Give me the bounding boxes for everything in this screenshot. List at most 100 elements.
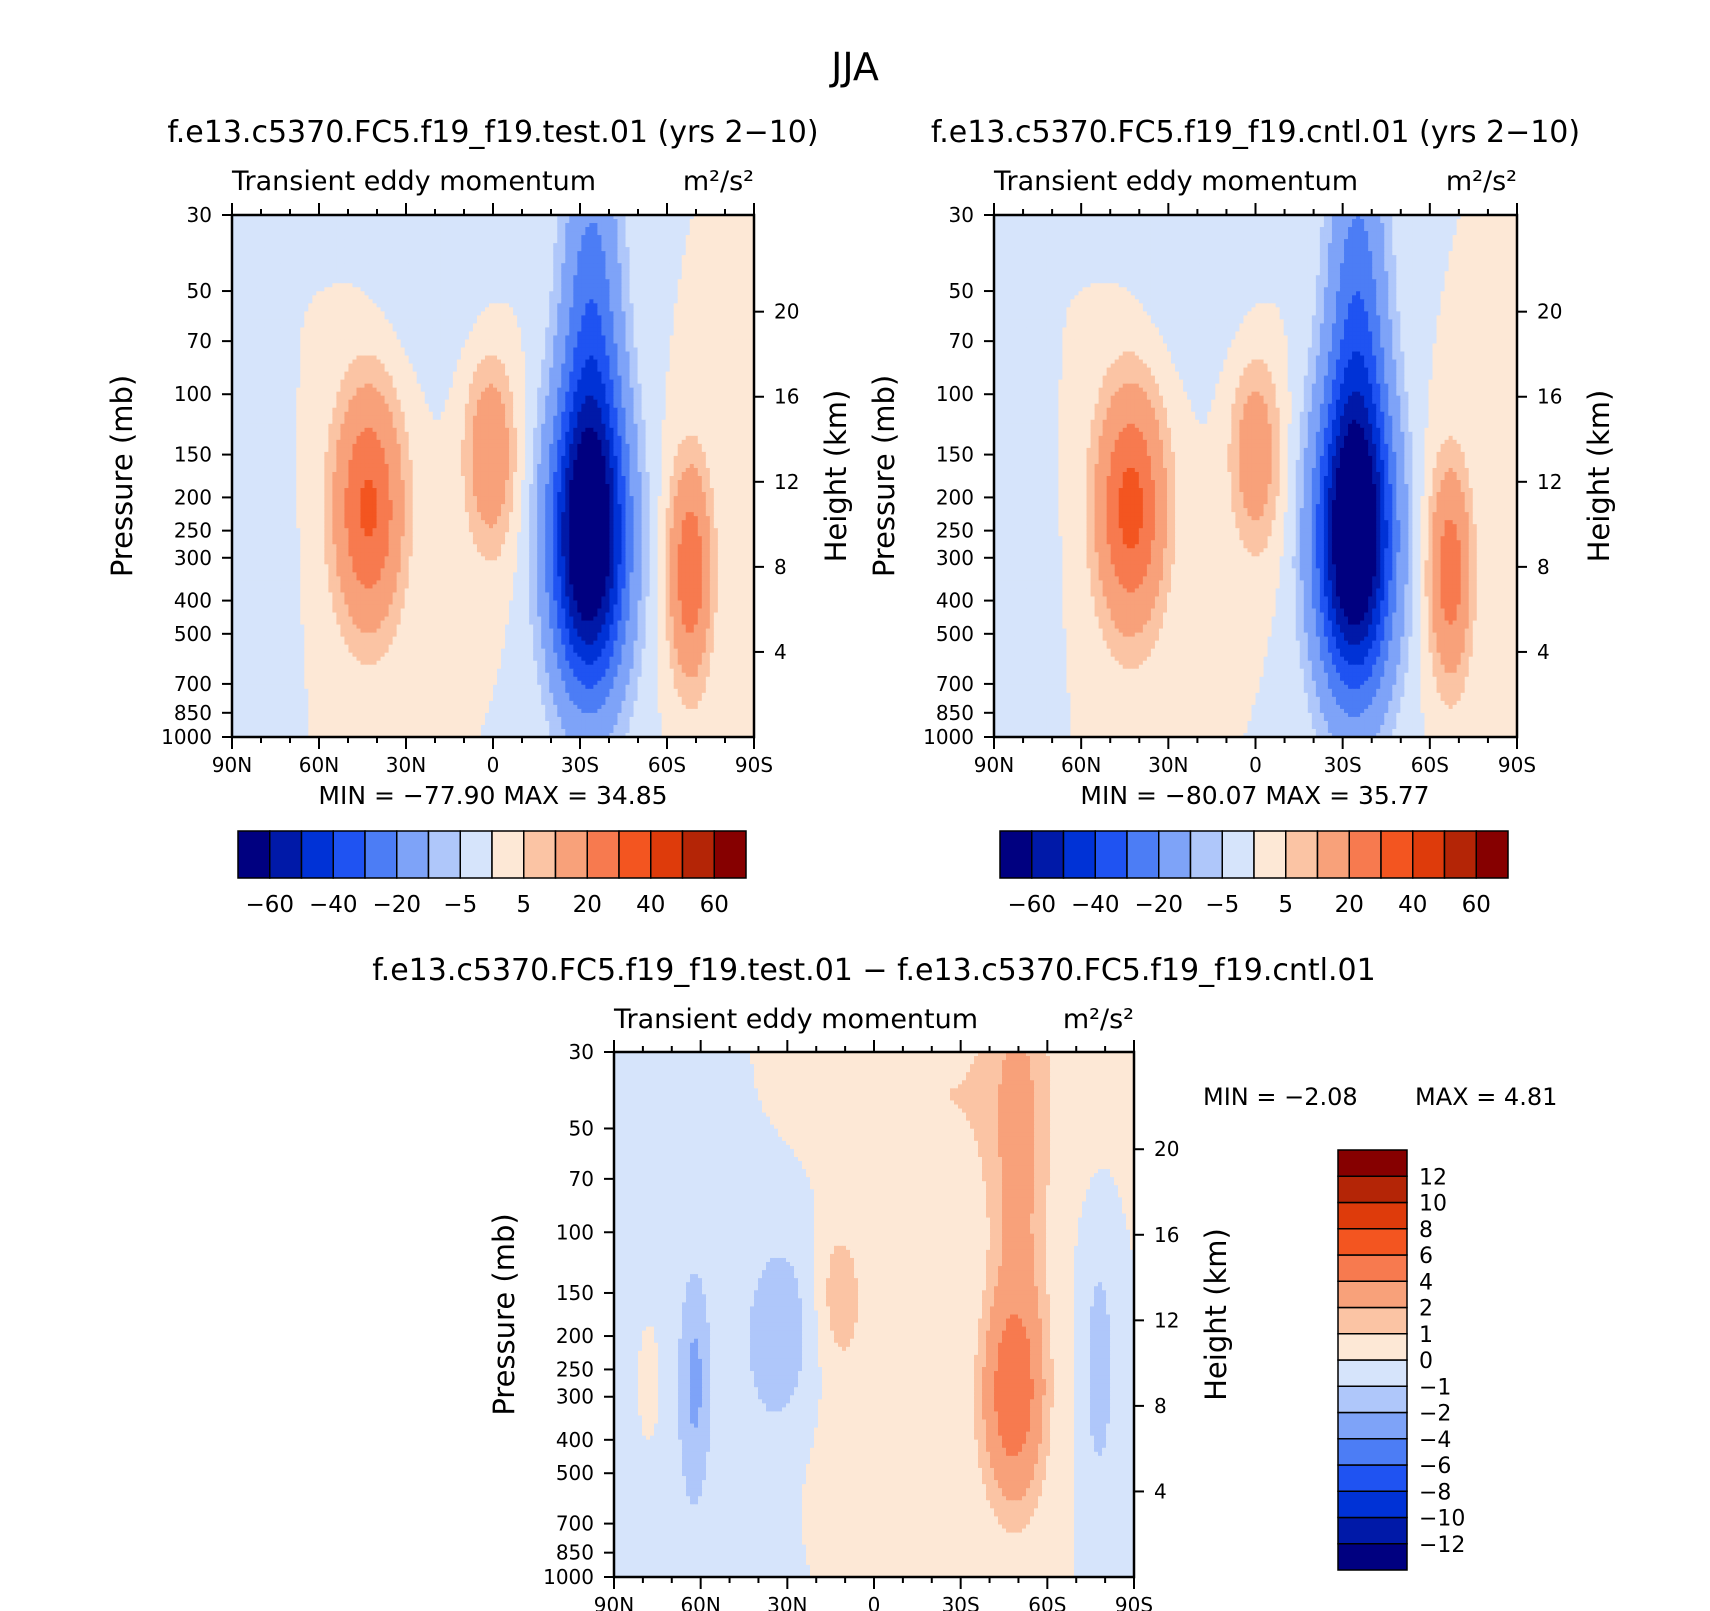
field-cell <box>565 247 570 252</box>
field-cell <box>717 251 723 256</box>
field-cell <box>625 267 631 272</box>
field-cell <box>484 243 490 248</box>
field-cell <box>721 311 727 316</box>
field-cell <box>581 303 586 308</box>
field-cell <box>300 331 305 337</box>
field-cell <box>264 319 269 325</box>
field-cell <box>320 223 325 228</box>
field-cell <box>316 359 321 365</box>
field-cell <box>292 283 297 288</box>
field-cell <box>488 291 494 296</box>
field-cell <box>613 231 619 236</box>
field-cell <box>549 263 554 268</box>
field-cell <box>264 307 269 312</box>
field-cell <box>709 343 715 349</box>
field-cell <box>565 271 570 276</box>
field-cell <box>372 287 378 292</box>
field-cell <box>673 215 679 220</box>
field-cell <box>637 239 643 244</box>
field-cell <box>501 331 506 337</box>
field-cell <box>284 303 289 308</box>
field-cell <box>637 251 643 256</box>
field-cell <box>673 319 679 325</box>
field-cell <box>693 215 699 220</box>
field-cell <box>729 291 735 296</box>
field-cell <box>296 335 301 341</box>
field-cell <box>356 335 362 341</box>
field-cell <box>368 247 374 252</box>
field-cell <box>352 355 358 361</box>
field-cell <box>661 259 667 264</box>
field-cell <box>661 359 667 365</box>
field-cell <box>320 235 325 240</box>
field-cell <box>372 331 378 337</box>
field-cell <box>717 243 723 248</box>
field-cell <box>364 291 370 296</box>
field-cell <box>613 267 619 272</box>
field-cell <box>240 307 245 312</box>
field-cell <box>400 303 406 308</box>
field-cell <box>244 215 249 220</box>
field-cell <box>472 291 478 296</box>
field-cell <box>392 303 398 308</box>
field-cell <box>296 279 301 284</box>
field-cell <box>717 271 723 276</box>
field-cell <box>248 347 253 353</box>
field-cell <box>488 275 494 280</box>
field-cell <box>617 263 623 268</box>
variable-label: Transient eddy momentum <box>231 166 596 197</box>
field-cell <box>545 275 550 280</box>
field-cell <box>705 299 711 304</box>
field-cell <box>368 215 374 220</box>
field-cell <box>709 231 715 236</box>
field-cell <box>348 271 354 276</box>
field-cell <box>589 227 594 232</box>
field-cell <box>456 271 462 276</box>
field-cell <box>256 299 261 304</box>
field-cell <box>645 363 651 369</box>
field-cell <box>332 215 337 220</box>
field-cell <box>312 243 317 248</box>
field-cell <box>597 319 603 325</box>
field-cell <box>392 243 398 248</box>
field-cell <box>677 235 683 240</box>
field-cell <box>581 335 586 341</box>
field-cell <box>308 291 313 296</box>
field-cell <box>388 355 394 361</box>
field-cell <box>561 343 566 349</box>
field-cell <box>280 287 285 292</box>
field-cell <box>613 327 619 333</box>
field-cell <box>629 339 635 345</box>
field-cell <box>637 295 643 300</box>
field-cell <box>316 363 321 369</box>
field-cell <box>625 355 631 361</box>
field-cell <box>396 343 402 349</box>
field-cell <box>424 271 430 276</box>
field-cell <box>232 323 237 329</box>
field-cell <box>741 243 747 248</box>
field-cell <box>312 235 317 240</box>
field-cell <box>304 295 309 300</box>
field-cell <box>468 255 474 260</box>
field-cell <box>476 319 482 325</box>
field-cell <box>420 251 426 256</box>
field-cell <box>601 235 607 240</box>
field-cell <box>501 235 506 240</box>
field-cell <box>476 271 482 276</box>
field-cell <box>416 323 422 329</box>
field-cell <box>460 275 466 280</box>
field-cell <box>464 279 470 284</box>
field-cell <box>525 315 530 320</box>
field-cell <box>348 327 354 333</box>
field-cell <box>292 315 297 320</box>
field-cell <box>316 251 321 256</box>
field-cell <box>360 331 366 337</box>
field-cell <box>376 239 382 244</box>
field-cell <box>737 359 743 365</box>
field-cell <box>268 215 273 220</box>
field-cell <box>717 307 723 312</box>
field-cell <box>432 343 438 349</box>
field-cell <box>537 331 542 337</box>
field-cell <box>689 343 695 349</box>
field-cell <box>553 271 558 276</box>
